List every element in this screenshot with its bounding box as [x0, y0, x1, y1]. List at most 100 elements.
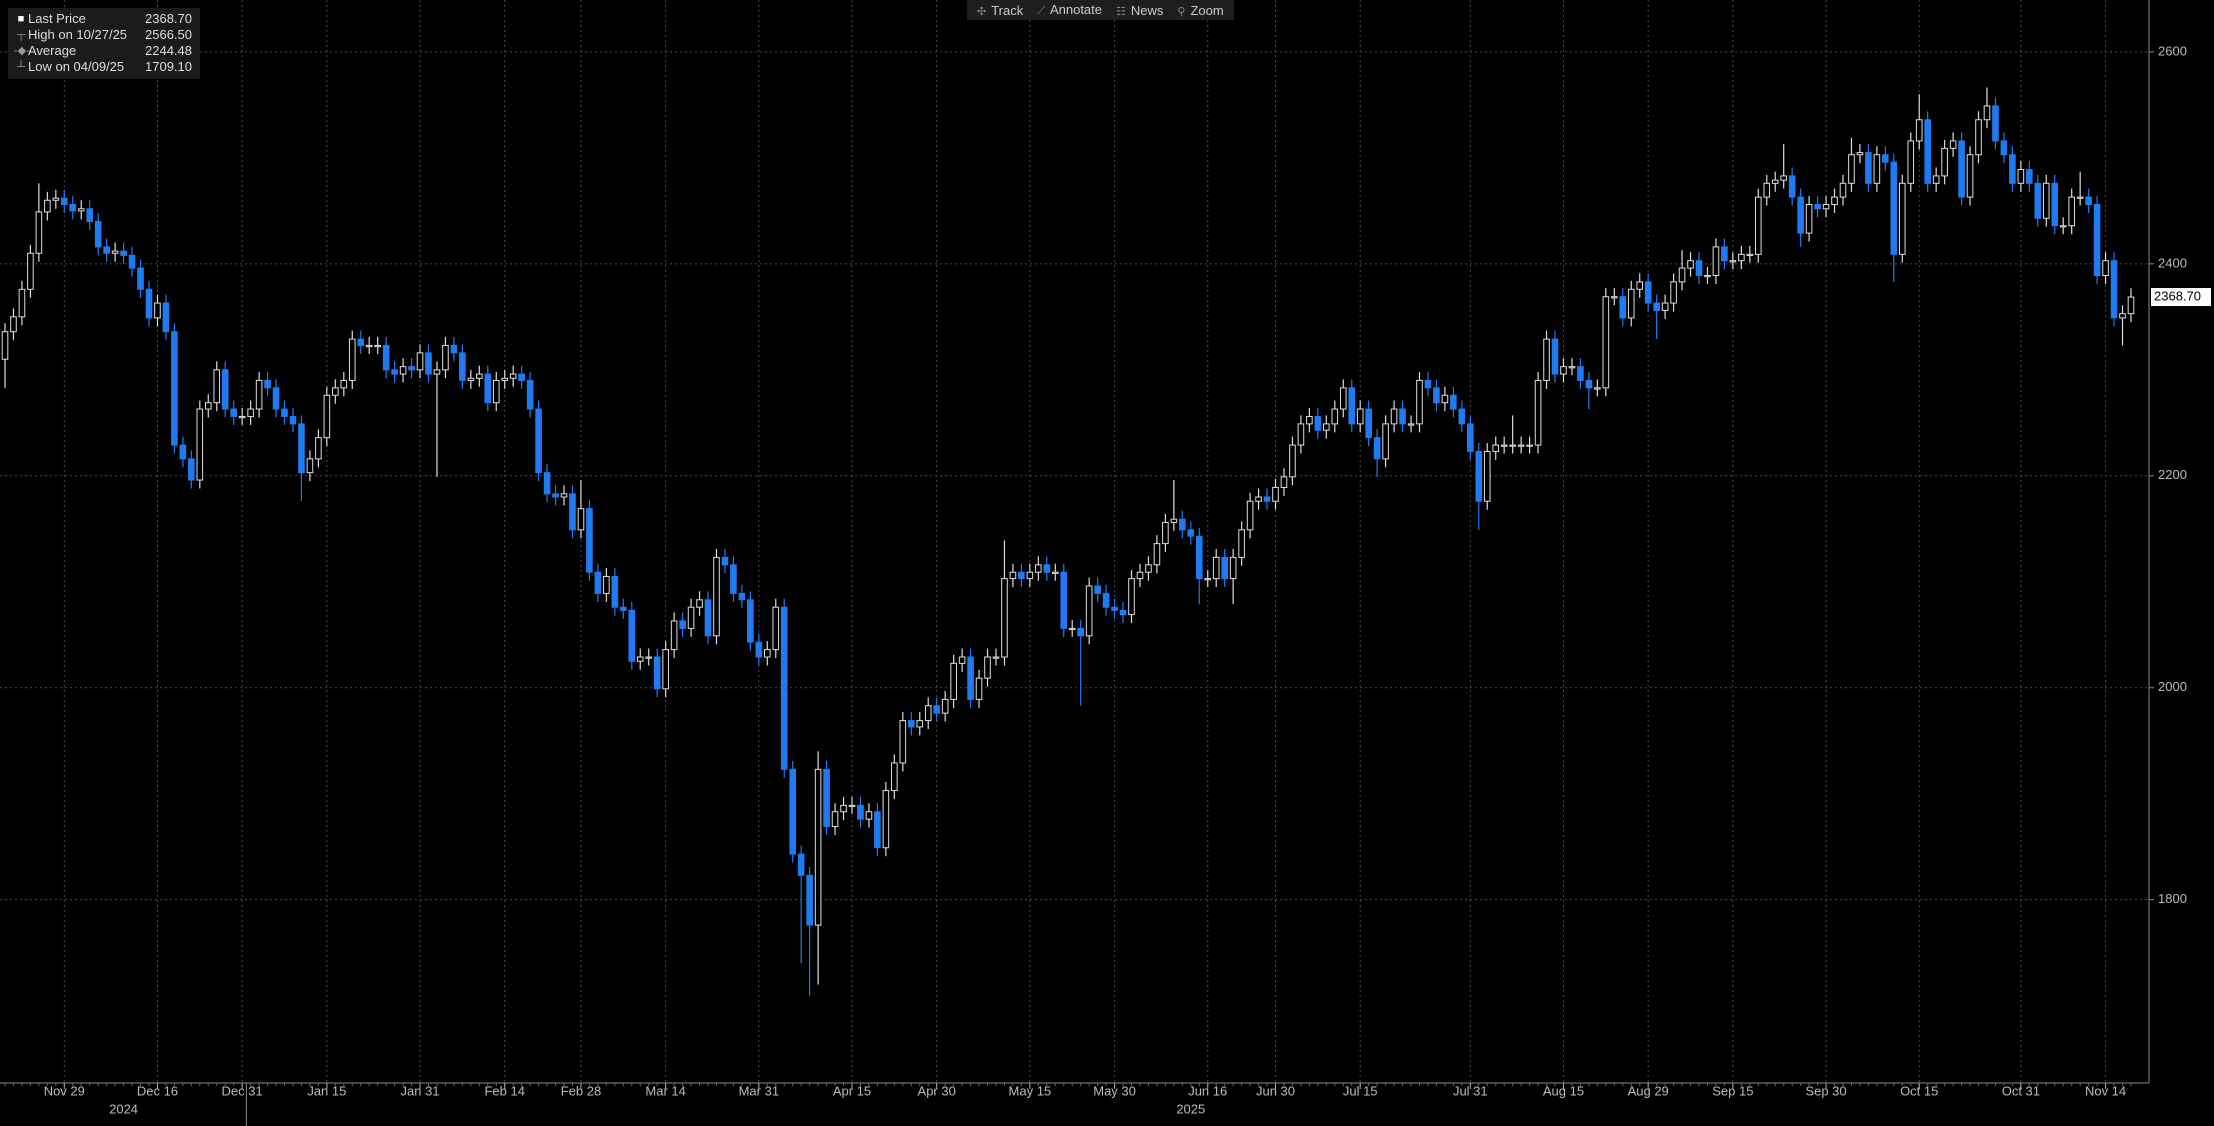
candle-body	[1339, 387, 1347, 410]
candle-body	[1509, 444, 1516, 447]
candle-body	[27, 252, 34, 290]
candle-body	[1856, 152, 1864, 156]
candle-body	[1390, 408, 1398, 425]
x-tick-label: Dec 31	[222, 1083, 263, 1098]
candle-body	[1009, 571, 1017, 580]
candle-body	[1500, 444, 1508, 447]
candle-body	[907, 720, 915, 728]
candle-body	[780, 606, 788, 770]
x-tick-label: Oct 31	[2002, 1083, 2040, 1098]
candle-body	[1060, 571, 1068, 629]
x-tick-label: Oct 15	[1900, 1083, 1938, 1098]
candle-body	[35, 211, 43, 254]
candle-body	[145, 288, 153, 319]
candle-body	[94, 220, 102, 248]
toolbar-label: Track	[991, 2, 1024, 18]
x-tick-label: Jan 15	[307, 1083, 346, 1098]
candle-body	[44, 199, 51, 213]
candle-body	[467, 377, 475, 381]
candle-body	[2000, 140, 2008, 156]
toolbar-icon: ✣	[977, 5, 987, 18]
candle-body	[120, 250, 127, 256]
candle-body	[1577, 366, 1584, 381]
toolbar-button[interactable]: ✣ Track	[977, 3, 1023, 18]
candle-body	[188, 458, 195, 481]
candle-body	[1035, 564, 1042, 573]
candle-body	[764, 649, 771, 658]
candle-body	[1763, 182, 1771, 198]
candle-body	[1051, 571, 1059, 574]
candle-body	[1704, 275, 1711, 278]
candle-body	[772, 606, 780, 651]
candle-body	[1975, 119, 1982, 156]
legend-value: 2368.70	[145, 11, 192, 26]
candle-body	[1627, 288, 1635, 319]
toolbar-button[interactable]: ⟋ Annotate	[1037, 2, 1102, 18]
x-tick-label: Aug 29	[1628, 1083, 1669, 1098]
candle-body	[992, 656, 1000, 659]
candle-body	[1712, 246, 1720, 277]
candle-body	[230, 408, 237, 417]
candle-body	[1221, 556, 1228, 580]
candle-body	[526, 379, 534, 410]
candle-body	[2017, 169, 2025, 184]
candle-body	[289, 415, 297, 425]
candle-body	[1924, 119, 1931, 184]
candle-body	[1043, 564, 1051, 573]
candle-body	[416, 352, 424, 371]
legend-value: 1709.10	[145, 59, 192, 74]
toolbar-button[interactable]: ⚲ Zoom	[1177, 3, 1223, 18]
candle-body	[1441, 394, 1449, 404]
candle-body	[1204, 578, 1212, 581]
candle-body	[1001, 578, 1008, 658]
legend-name: High on 10/27/25	[28, 27, 128, 42]
candle-body	[1882, 154, 1889, 163]
candle-body	[2110, 260, 2118, 319]
candle-body	[924, 705, 932, 722]
y-tick-label: 2400	[2158, 255, 2187, 270]
candle-body	[730, 564, 737, 594]
candle-body	[1526, 444, 1533, 447]
candle-body	[332, 387, 339, 396]
candle-body	[840, 804, 847, 813]
toolbar-label: Annotate	[1049, 2, 1102, 17]
candle-body	[899, 720, 907, 764]
candle-body	[670, 620, 678, 651]
candle-body	[306, 458, 314, 474]
candle-body	[1907, 140, 1915, 184]
x-tick-label: Mar 31	[739, 1083, 779, 1098]
y-tick-label: 1800	[2158, 891, 2187, 906]
candle-body	[2093, 204, 2101, 277]
toolbar-button[interactable]: ☷ News	[1116, 3, 1163, 18]
legend-marker: ┴	[17, 61, 25, 73]
candle-body	[1873, 154, 1881, 184]
candle-body	[204, 402, 212, 410]
legend-item: ┴ Low on 04/09/25 1709.10	[14, 59, 192, 75]
candle-body	[1323, 423, 1330, 431]
candle-body	[391, 369, 398, 375]
candle-body	[2042, 182, 2050, 219]
candle-body	[721, 556, 729, 566]
candle-body	[137, 267, 144, 290]
candle-body	[315, 437, 322, 460]
candle-body	[679, 620, 686, 629]
candle-body	[1128, 578, 1135, 616]
candle-body	[1212, 556, 1220, 580]
candle-body	[1077, 627, 1084, 637]
candle-body	[831, 811, 839, 828]
legend-item: ■ Last Price 2368.70	[14, 11, 192, 27]
legend-item: ┬ High on 10/27/25 2566.50	[14, 27, 192, 43]
candle-body	[1399, 408, 1406, 425]
x-tick-label: Sep 15	[1712, 1083, 1753, 1098]
candle-body	[1026, 571, 1034, 580]
candle-body	[213, 369, 221, 404]
candle-body	[1822, 204, 1830, 210]
candle-body	[1094, 585, 1101, 594]
candle-body	[1890, 161, 1898, 255]
candle-body	[1018, 571, 1025, 580]
candle-body	[1187, 529, 1195, 537]
candle-body	[1721, 246, 1728, 262]
candle-body	[2034, 182, 2042, 219]
candle-body	[1246, 500, 1254, 531]
candle-body	[1898, 182, 1906, 255]
